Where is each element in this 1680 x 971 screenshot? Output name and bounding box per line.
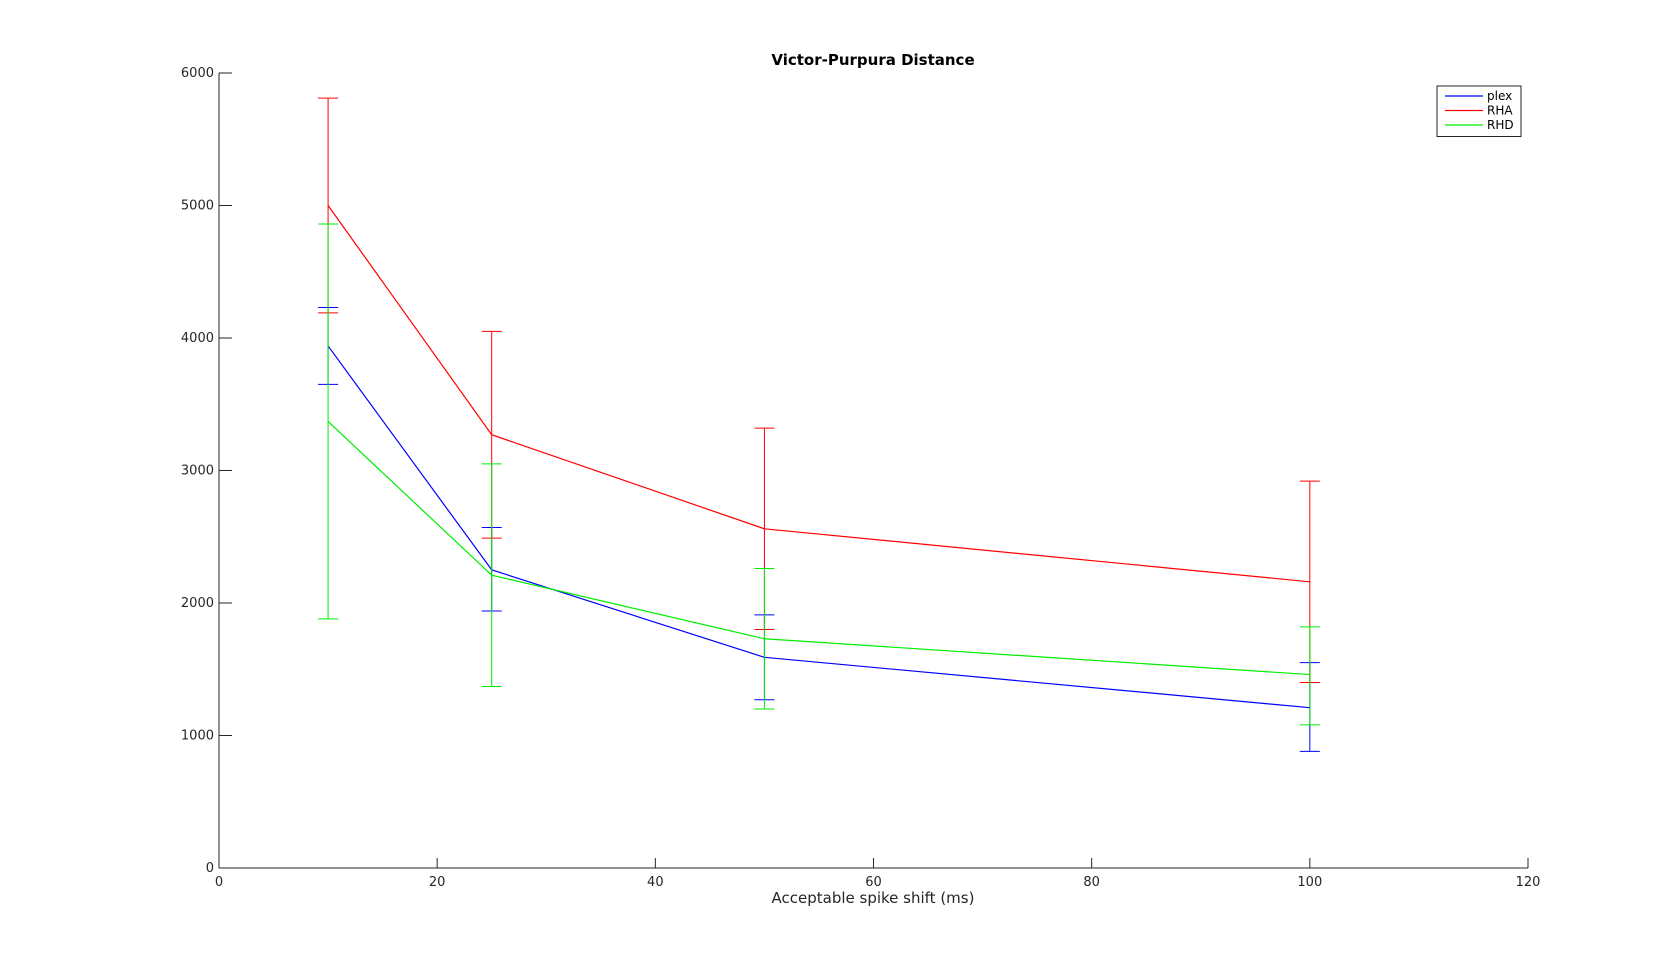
series-RHA xyxy=(318,97,1320,683)
legend-label: RHA xyxy=(1487,104,1513,118)
x-tick-label: 120 xyxy=(1516,875,1541,890)
x-tick-label: 20 xyxy=(429,875,446,890)
series-plex xyxy=(318,307,1320,752)
legend-label: plex xyxy=(1487,89,1512,103)
x-axis-label: Acceptable spike shift (ms) xyxy=(772,889,975,907)
x-tick-label: 80 xyxy=(1083,875,1100,890)
y-tick-label: 0 xyxy=(206,861,214,876)
axes: 0 20 40 60 80 100 120 0 1000 2000 3000 4000 5000 6000 xyxy=(181,66,1541,890)
y-tick-label: 2000 xyxy=(181,596,214,611)
series-layer xyxy=(318,97,1320,752)
chart-title: Victor-Purpura Distance xyxy=(771,51,974,69)
legend-label: RHD xyxy=(1487,118,1514,132)
x-tick-label: 0 xyxy=(215,875,223,890)
error-bar xyxy=(754,568,775,710)
x-tick-label: 100 xyxy=(1297,875,1322,890)
y-tick-label: 4000 xyxy=(181,331,214,346)
series-line xyxy=(327,345,1310,709)
y-tick-label: 5000 xyxy=(181,199,214,214)
error-bar xyxy=(481,463,502,687)
x-tick-label: 60 xyxy=(865,875,882,890)
y-tick-label: 1000 xyxy=(181,729,214,744)
y-tick-label: 3000 xyxy=(181,464,214,479)
legend-item-RHD: RHD xyxy=(1445,118,1514,132)
series-line xyxy=(327,205,1310,583)
legend-item-RHA: RHA xyxy=(1445,104,1513,118)
y-tick-label: 6000 xyxy=(181,66,214,81)
series-line xyxy=(327,421,1310,676)
legend-item-plex: plex xyxy=(1445,89,1512,103)
series-RHD xyxy=(318,223,1320,726)
error-bar xyxy=(318,223,339,620)
x-tick-label: 40 xyxy=(647,875,664,890)
error-bar xyxy=(1299,626,1320,726)
legend-box xyxy=(1436,85,1522,137)
